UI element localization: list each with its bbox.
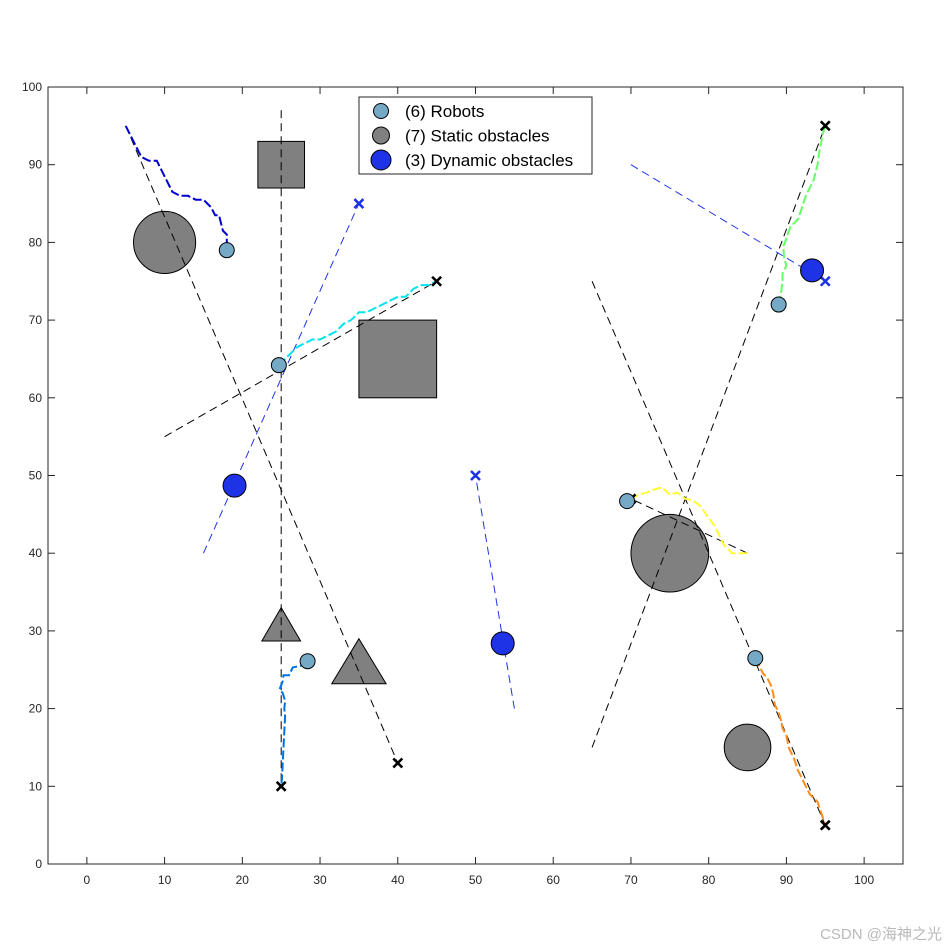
robot-reference-line [164, 280, 437, 438]
y-tick-label: 40 [29, 546, 43, 560]
robot-goal-marker [819, 819, 831, 831]
dynamic-obstacle-goal-marker [819, 275, 831, 287]
legend-label: (3) Dynamic obstacles [405, 151, 573, 170]
robot-goal-marker [275, 780, 287, 792]
static-obstacle-square [358, 319, 438, 399]
dynamic-obstacle-goal-marker-stroke [353, 198, 365, 209]
legend-label: (6) Robots [405, 102, 484, 121]
robot-goal-marker [431, 275, 443, 287]
x-tick-label: 80 [702, 873, 716, 887]
y-tick-label: 50 [29, 469, 43, 483]
axes: 0 10 20 30 40 50 60 70 80 90 100 0 10 20 30 40 50 60 70 80 9… [22, 80, 904, 887]
y-tick-label: 80 [29, 235, 43, 249]
dynamic-obstacle-trajectory [202, 203, 360, 554]
y-tick-label: 70 [29, 313, 43, 327]
x-tick-label: 40 [391, 873, 405, 887]
plot-area [124, 110, 831, 831]
legend-label: (7) Static obstacles [405, 127, 550, 146]
y-tick-label: 60 [29, 391, 43, 405]
robot-marker [218, 242, 235, 259]
legend-marker [373, 103, 389, 119]
robot-reference-line [630, 498, 748, 554]
robot-marker [770, 296, 787, 313]
dynamic-obstacle-marker [490, 631, 515, 656]
robot-goal-marker-stroke [819, 819, 831, 831]
robot-path [777, 125, 827, 305]
robot-path [754, 657, 827, 826]
dynamic-obstacle-goal-marker [353, 198, 365, 209]
y-tick-label: 90 [29, 158, 43, 172]
x-tick-label: 100 [854, 873, 874, 887]
robot-path [278, 280, 438, 366]
x-tick-label: 90 [780, 873, 794, 887]
y-tick-label: 100 [22, 80, 42, 94]
x-tick-label: 60 [547, 873, 561, 887]
robot-marker [747, 650, 764, 667]
robot-path [630, 486, 748, 555]
y-tick-label: 30 [29, 624, 43, 638]
dynamic-obstacle-marker [800, 258, 825, 283]
robot-goal-marker-stroke [431, 275, 443, 287]
static-obstacle-triangle [330, 637, 387, 685]
robot-marker [270, 357, 287, 374]
robot-goal-marker-stroke [275, 780, 287, 792]
legend-marker [372, 126, 390, 145]
robot-goal-marker [392, 757, 404, 769]
robot-reference-line [591, 281, 826, 826]
robot-reference-line [591, 125, 826, 748]
y-tick-label: 0 [35, 857, 42, 871]
x-tick-label: 0 [84, 873, 91, 887]
dynamic-obstacle-trajectory [475, 475, 515, 709]
static-obstacle-circle [723, 723, 772, 772]
dynamic-obstacle-goal-marker-stroke [819, 275, 831, 287]
robot-path [124, 125, 228, 251]
robot-goal-marker-stroke [392, 757, 404, 769]
robot-goal-marker [819, 120, 831, 132]
x-tick-label: 70 [624, 873, 638, 887]
y-tick-label: 10 [29, 779, 43, 793]
robot-goal-marker-stroke [819, 120, 831, 132]
x-tick-label: 30 [313, 873, 327, 887]
legend-box [358, 96, 593, 175]
robot-marker [299, 653, 316, 670]
static-obstacle-circle [133, 210, 197, 274]
x-tick-label: 50 [469, 873, 483, 887]
dynamic-obstacle-goal-marker [470, 470, 481, 481]
dynamic-obstacle-trajectory [630, 164, 826, 282]
legend: (6) Robots (7) Static obstacles (3) Dynami… [358, 96, 593, 175]
dynamic-obstacle-goal-marker-stroke [470, 470, 481, 481]
x-tick-label: 10 [158, 873, 172, 887]
robot-reference-line [125, 125, 399, 764]
y-tick-label: 20 [29, 702, 43, 716]
robot-path [278, 660, 309, 787]
x-tick-label: 20 [236, 873, 250, 887]
watermark: CSDN @海神之光 [820, 926, 942, 943]
robot-marker [619, 493, 636, 510]
static-obstacle-circle [630, 513, 710, 593]
dynamic-obstacle-marker [222, 473, 247, 498]
legend-marker [370, 149, 392, 171]
